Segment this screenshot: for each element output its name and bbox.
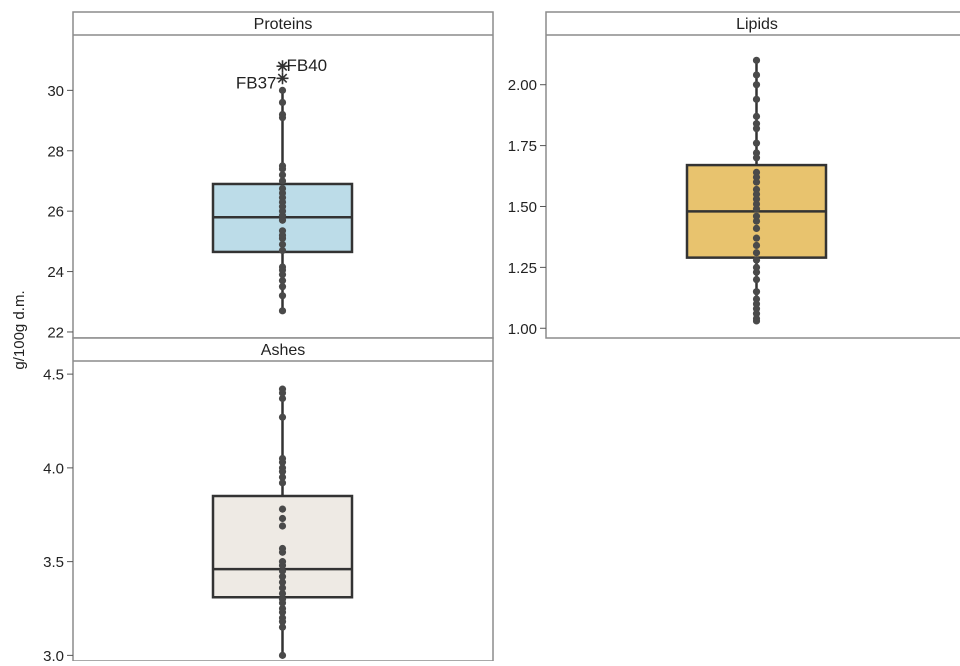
y-tick-label-ashes: 3.5 [43,554,64,571]
data-point-proteins [278,162,287,170]
data-point-ashes [278,454,287,463]
y-tick-label-proteins: 22 [47,324,64,341]
panel-title-lipids: Lipids [736,16,778,33]
data-point-proteins [278,177,287,185]
data-point-ashes [278,505,287,513]
data-point-ashes [278,522,287,530]
data-point-proteins [278,263,287,271]
data-point-proteins [278,171,287,179]
data-point-proteins [278,307,287,315]
data-point-lipids [752,224,761,233]
y-tick-label-lipids: 1.75 [508,138,537,155]
y-tick-label-lipids: 1.00 [508,321,537,338]
panel-proteins: Proteins 22 24 26 28 30 FB37 FB40 [47,11,494,341]
y-tick-label-proteins: 26 [47,204,64,221]
y-tick-label-ashes: 4.0 [43,460,64,477]
y-tick-label-lipids: 1.25 [508,260,537,277]
y-tick-label-ashes: 4.5 [43,367,64,384]
data-point-proteins [278,246,287,255]
data-point-lipids [752,168,761,176]
data-point-lipids [752,234,761,242]
data-point-proteins [278,240,287,248]
y-tick-label-proteins: 24 [47,264,64,281]
data-point-ashes [278,589,287,598]
panel-ashes: Ashes 3.0 3.5 4.0 4.5 [43,337,494,665]
y-tick-label-ashes: 3.0 [43,648,64,661]
data-point-proteins [278,283,287,291]
data-point-proteins [278,277,287,285]
panel-title-ashes: Ashes [261,342,305,359]
data-point-ashes [278,595,287,603]
data-point-ashes [278,473,287,481]
data-point-lipids [752,295,761,303]
data-point-ashes [278,544,287,553]
data-point-lipids [752,288,761,296]
data-point-proteins [278,86,287,94]
data-point-ashes [278,394,287,403]
data-point-ashes [278,413,287,421]
data-point-proteins [278,292,287,300]
data-point-ashes [278,651,287,659]
y-tick-label-proteins: 30 [47,83,64,100]
y-tick-label-lipids: 1.50 [508,199,537,216]
data-point-ashes [278,573,287,581]
outlier-marker-proteins [276,60,289,73]
data-point-proteins [278,110,287,119]
data-point-proteins [278,184,287,193]
data-point-ashes [278,614,287,622]
data-point-lipids [752,263,761,271]
data-point-ashes [278,558,287,566]
data-point-lipids [752,241,761,250]
data-point-ashes [278,584,287,592]
data-point-lipids [752,120,761,128]
data-point-lipids [752,149,761,157]
data-point-proteins [278,227,287,235]
outlier-marker-proteins [276,72,289,85]
data-point-lipids [752,81,761,89]
data-point-ashes [278,567,287,575]
data-point-lipids [752,275,761,284]
data-point-ashes [278,604,287,613]
data-point-lipids [752,256,761,264]
data-point-ashes [278,479,287,487]
data-point-lipids [752,139,761,147]
data-point-ashes [278,514,287,523]
y-tick-label-proteins: 28 [47,143,64,160]
y-axis-label: g/100g d.m. [11,290,28,369]
panel-lipids: Lipids 1.00 1.25 1.50 1.75 2.00 [508,11,960,339]
data-point-lipids [752,71,761,79]
data-point-lipids [752,249,761,257]
outlier-label-proteins: FB40 [287,56,328,75]
data-point-lipids [752,112,761,120]
panel-title-proteins: Proteins [254,16,313,33]
data-point-ashes [278,578,287,586]
data-point-lipids [752,212,761,220]
data-point-ashes [278,385,287,393]
outlier-label-proteins: FB37 [236,73,277,92]
y-tick-label-lipids: 2.00 [508,77,537,94]
data-point-lipids [752,95,761,103]
data-point-ashes [278,623,287,631]
data-point-proteins [278,98,287,107]
data-point-lipids [752,56,761,64]
data-point-ashes [278,464,287,472]
data-point-lipids [752,185,761,194]
